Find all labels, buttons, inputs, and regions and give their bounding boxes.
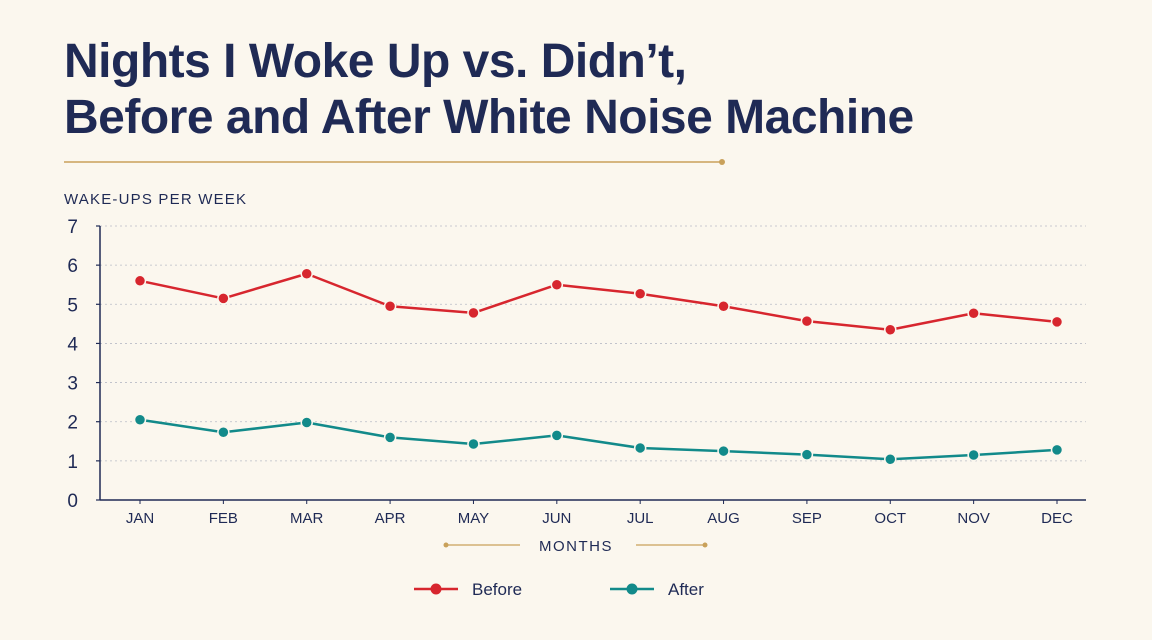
series-after xyxy=(133,413,1064,466)
chart-title-line-2: Before and After White Noise Machine xyxy=(64,91,914,144)
point-after-sep xyxy=(800,448,814,461)
legend: Before After xyxy=(414,580,704,599)
legend-item-after: After xyxy=(610,580,704,599)
x-tick-labels: JAN FEB MAR APR MAY JUN JUL AUG SEP OCT NOV DEC xyxy=(126,500,1073,527)
y-tick-labels: 0 1 2 3 4 5 6 7 xyxy=(67,217,100,512)
point-before-jul xyxy=(633,287,647,300)
y-tick-label-2: 2 xyxy=(67,413,78,434)
x-tick-label-may: MAY xyxy=(458,510,489,527)
point-before-apr xyxy=(383,299,397,313)
x-tick-label-dec: DEC xyxy=(1041,510,1073,527)
legend-swatch-dot-before xyxy=(430,583,442,595)
point-after-jun xyxy=(550,429,564,442)
point-after-feb xyxy=(217,426,230,439)
x-tick-label-oct: OCT xyxy=(874,510,906,527)
y-tick-label-7: 7 xyxy=(67,217,78,238)
x-tick-label-nov: NOV xyxy=(957,510,990,527)
point-after-aug xyxy=(717,444,730,458)
series-line-after xyxy=(138,418,1059,461)
y-axis-title: WAKE-UPS PER WEEK xyxy=(64,191,247,208)
legend-label-after: After xyxy=(668,580,704,599)
point-after-oct xyxy=(884,453,897,466)
y-tick-label-0: 0 xyxy=(67,491,78,512)
y-tick-label-4: 4 xyxy=(67,334,78,355)
x-tick-label-jun: JUN xyxy=(542,510,571,527)
point-before-jun xyxy=(550,278,564,291)
x-axis-title-rule-left-dot xyxy=(443,542,449,548)
point-after-mar xyxy=(300,416,313,429)
series xyxy=(133,267,1064,466)
point-before-sep xyxy=(800,314,814,328)
point-after-apr xyxy=(383,431,397,444)
point-before-jan xyxy=(133,274,147,288)
x-axis-title-rule-right-dot xyxy=(702,542,708,548)
point-before-aug xyxy=(717,299,730,313)
x-tick-label-jan: JAN xyxy=(126,510,154,527)
legend-label-before: Before xyxy=(472,580,522,599)
grid-lines xyxy=(100,225,1086,462)
y-tick-label-1: 1 xyxy=(67,452,78,473)
chart-title: Nights I Woke Up vs. Didn’t, Before and … xyxy=(64,34,1064,146)
legend-swatch-dot-after xyxy=(626,583,638,595)
point-before-nov xyxy=(967,307,980,320)
y-tick-label-6: 6 xyxy=(67,256,78,277)
x-tick-label-aug: AUG xyxy=(707,510,740,527)
series-before xyxy=(133,267,1064,336)
point-after-jul xyxy=(633,441,647,455)
x-tick-label-jul: JUL xyxy=(627,510,654,527)
y-tick-label-5: 5 xyxy=(67,295,78,316)
point-before-may xyxy=(467,306,480,320)
x-tick-label-sep: SEP xyxy=(792,510,822,527)
point-before-dec xyxy=(1050,315,1064,329)
point-before-feb xyxy=(217,292,230,305)
title-underline-dot xyxy=(719,159,725,165)
y-tick-label-3: 3 xyxy=(67,374,78,395)
point-after-may xyxy=(467,437,480,451)
axes xyxy=(99,226,1086,501)
point-after-dec xyxy=(1050,443,1064,457)
x-axis-title: MONTHS xyxy=(539,538,613,555)
chart-title-line-1: Nights I Woke Up vs. Didn’t, xyxy=(64,35,687,88)
point-after-nov xyxy=(967,448,980,462)
point-before-oct xyxy=(884,323,897,336)
x-tick-label-feb: FEB xyxy=(209,510,238,527)
legend-item-before: Before xyxy=(414,580,522,599)
point-before-mar xyxy=(300,267,313,281)
x-tick-label-apr: APR xyxy=(375,510,406,527)
x-tick-label-mar: MAR xyxy=(290,510,324,527)
series-line-before xyxy=(138,272,1059,331)
point-after-jan xyxy=(133,413,147,427)
